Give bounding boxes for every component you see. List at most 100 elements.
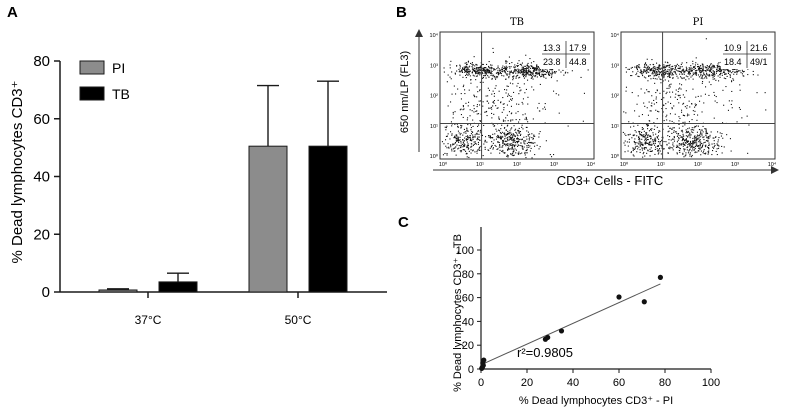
- event-dot: [743, 75, 745, 77]
- event-dot: [666, 71, 668, 73]
- event-dot: [463, 66, 465, 68]
- scatter-x-tick-label: 40: [567, 377, 579, 389]
- event-dot: [661, 108, 663, 110]
- event-dot: [504, 138, 506, 140]
- event-dot: [522, 71, 524, 73]
- event-dot: [668, 73, 670, 75]
- event-dot: [490, 64, 492, 66]
- event-dot: [660, 98, 662, 100]
- event-dot: [689, 133, 691, 135]
- event-dot: [491, 73, 493, 75]
- event-dot: [538, 148, 540, 150]
- event-dot: [515, 76, 517, 78]
- event-dot: [646, 71, 648, 73]
- event-dot: [475, 79, 477, 81]
- event-dot: [700, 131, 702, 133]
- event-dot: [712, 78, 714, 80]
- event-dot: [503, 67, 505, 69]
- event-dot: [493, 93, 495, 95]
- event-dot: [639, 133, 641, 135]
- event-dot: [507, 93, 509, 95]
- event-dot: [501, 124, 503, 126]
- event-dot: [486, 115, 488, 117]
- event-dot: [513, 154, 515, 156]
- event-dot: [531, 72, 533, 74]
- event-dot: [628, 138, 630, 140]
- event-dot: [506, 66, 508, 68]
- event-dot: [659, 130, 661, 132]
- event-dot: [658, 74, 660, 76]
- event-dot: [645, 69, 647, 71]
- event-dot: [694, 148, 696, 150]
- event-dot: [684, 71, 686, 73]
- event-dot: [488, 149, 490, 151]
- event-dot: [694, 67, 696, 69]
- event-dot: [657, 150, 659, 152]
- event-dot: [472, 125, 474, 127]
- event-dot: [500, 133, 502, 135]
- event-dot: [746, 115, 748, 117]
- event-dot: [517, 65, 519, 67]
- event-dot: [541, 71, 543, 73]
- event-dot: [545, 77, 547, 79]
- event-dot: [641, 114, 643, 116]
- event-dot: [665, 93, 667, 95]
- event-dot: [465, 150, 467, 152]
- event-dot: [467, 130, 469, 132]
- event-dot: [551, 69, 553, 71]
- event-dot: [472, 64, 474, 66]
- event-dot: [679, 73, 681, 75]
- event-dot: [451, 123, 453, 125]
- event-dot: [639, 131, 641, 133]
- scatter-x-tick-label: 0: [478, 377, 484, 389]
- event-dot: [488, 70, 490, 72]
- event-dot: [688, 143, 690, 145]
- flow-x-tick-label: 10⁰: [439, 161, 448, 168]
- event-dot: [527, 71, 529, 73]
- event-dot: [536, 72, 538, 74]
- event-dot: [533, 134, 535, 136]
- event-dot: [701, 135, 703, 137]
- event-dot: [556, 80, 558, 82]
- event-dot: [718, 66, 720, 68]
- event-dot: [731, 90, 733, 92]
- event-dot: [650, 135, 652, 137]
- event-dot: [643, 147, 645, 149]
- event-dot: [679, 68, 681, 70]
- event-dot: [517, 130, 519, 132]
- event-dot: [502, 120, 504, 122]
- event-dot: [508, 133, 510, 135]
- event-dot: [494, 69, 496, 71]
- event-dot: [441, 141, 443, 143]
- event-dot: [463, 108, 465, 110]
- event-dot: [705, 86, 707, 88]
- event-dot: [697, 138, 699, 140]
- event-dot: [492, 75, 494, 77]
- event-dot: [472, 74, 474, 76]
- event-dot: [679, 97, 681, 99]
- event-dot: [470, 146, 472, 148]
- event-dot: [467, 148, 469, 150]
- event-dot: [452, 143, 454, 145]
- event-dot: [672, 77, 674, 79]
- event-dot: [651, 143, 653, 145]
- event-dot: [636, 67, 638, 69]
- event-dot: [492, 51, 494, 53]
- event-dot: [513, 125, 515, 127]
- event-dot: [720, 135, 722, 137]
- event-dot: [462, 141, 464, 143]
- event-dot: [455, 146, 457, 148]
- event-dot: [509, 72, 511, 74]
- event-dot: [532, 66, 534, 68]
- event-dot: [483, 75, 485, 77]
- event-dot: [497, 141, 499, 143]
- event-dot: [536, 71, 538, 73]
- event-dot: [450, 131, 452, 133]
- event-dot: [649, 75, 651, 77]
- event-dot: [648, 71, 650, 73]
- event-dot: [729, 71, 731, 73]
- event-dot: [504, 71, 506, 73]
- event-dot: [549, 69, 551, 71]
- scatter-point: [657, 274, 664, 280]
- scatter-y-tick-label: 100: [456, 245, 474, 257]
